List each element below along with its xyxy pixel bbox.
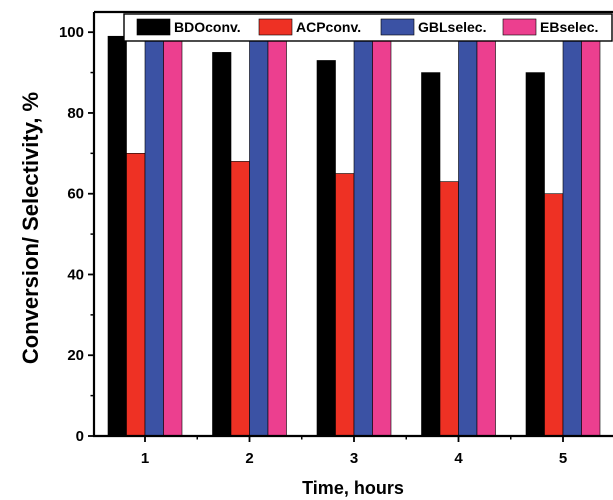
y-tick-label: 0 xyxy=(76,428,84,445)
bar-bdoconv-t4 xyxy=(421,72,441,437)
x-axis-title: Time, hours xyxy=(302,478,404,498)
legend-swatch-bdoconv xyxy=(136,18,171,36)
bar-ebselec-t5 xyxy=(581,35,601,437)
bar-ebselec-t3 xyxy=(372,35,392,437)
y-tick-label: 100 xyxy=(59,24,84,41)
legend-label-gblselec: GBLselec. xyxy=(418,19,486,35)
y-tick-label: 40 xyxy=(67,266,84,283)
y-tick-label: 60 xyxy=(67,186,84,203)
legend-label-bdoconv: BDOconv. xyxy=(174,19,241,35)
x-tick-label: 3 xyxy=(350,450,358,467)
bar-bdoconv-t3 xyxy=(316,60,336,437)
bar-bdoconv-t1 xyxy=(107,35,127,437)
y-tick-label: 80 xyxy=(67,105,84,122)
y-tick-label: 20 xyxy=(67,347,84,364)
y-axis-title: Conversion/ Selectivity, % xyxy=(18,92,43,364)
x-tick-label: 5 xyxy=(559,450,567,467)
legend-label-acpconv: ACPconv. xyxy=(296,19,361,35)
bar-gblselec-t3 xyxy=(353,35,373,437)
bar-acpconv-t5 xyxy=(544,193,564,437)
bar-acpconv-t1 xyxy=(126,153,146,437)
bars-layer xyxy=(107,35,601,437)
x-tick-label: 2 xyxy=(245,450,253,467)
legend-swatch-acpconv xyxy=(258,18,293,36)
bar-gblselec-t5 xyxy=(562,35,582,437)
bar-ebselec-t2 xyxy=(267,35,287,437)
bar-ebselec-t1 xyxy=(163,35,183,437)
bar-acpconv-t2 xyxy=(230,161,250,437)
legend-swatch-gblselec xyxy=(380,18,415,36)
bar-acpconv-t3 xyxy=(335,173,355,437)
x-tick-label: 1 xyxy=(141,450,149,467)
bar-gblselec-t2 xyxy=(249,35,269,437)
bar-ebselec-t4 xyxy=(476,35,496,437)
bar-bdoconv-t5 xyxy=(525,72,545,437)
bar-gblselec-t4 xyxy=(458,35,478,437)
bar-gblselec-t1 xyxy=(144,35,164,437)
legend-swatch-ebselec xyxy=(502,18,537,36)
axes-layer xyxy=(92,10,613,438)
bar-bdoconv-t2 xyxy=(212,52,232,437)
ticks-layer: 0 20 40 60 80 100 1 2 3 4 5 xyxy=(59,24,567,467)
legend: BDOconv. ACPconv. GBLselec. EBselec. xyxy=(123,13,613,42)
x-tick-label: 4 xyxy=(454,450,463,467)
bar-acpconv-t4 xyxy=(439,181,459,437)
legend-label-ebselec: EBselec. xyxy=(540,19,598,35)
